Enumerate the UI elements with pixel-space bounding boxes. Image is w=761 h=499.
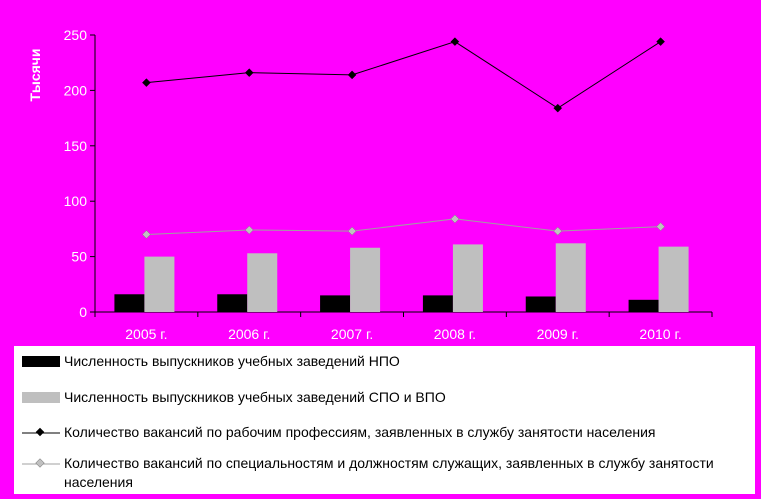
x-tick-label: 2008 г. — [434, 326, 476, 342]
y-tick-label: 0 — [79, 304, 87, 320]
bar-spo-vpo — [452, 244, 483, 312]
y-axis-label: Тысячи — [27, 48, 43, 101]
point-vacancies-employees — [347, 226, 357, 236]
lines — [142, 37, 665, 239]
legend-marker-vacancies-employees — [22, 457, 62, 471]
legend-label-npo: Численность выпускников учебных заведени… — [64, 353, 400, 369]
x-tick-label: 2007 г. — [331, 326, 373, 342]
legend-item-vacancies-employees: Количество вакансий по специальностям и … — [22, 454, 751, 492]
bar-npo — [320, 295, 351, 312]
bar-npo — [525, 296, 556, 312]
y-tick-label: 100 — [64, 193, 88, 209]
x-tick-label: 2009 г. — [537, 326, 579, 342]
point-vacancies-workers — [347, 70, 357, 80]
point-vacancies-employees — [553, 226, 563, 236]
bars — [114, 243, 689, 312]
y-tick-label: 250 — [64, 27, 88, 43]
point-vacancies-workers — [244, 68, 254, 78]
point-vacancies-employees — [244, 225, 254, 235]
line-vacancies-employees — [146, 218, 661, 235]
chart: 0 50 100 150 200 250 2005 г. 2006 г. 2007 г. 2008… — [27, 27, 713, 342]
point-vacancies-workers — [553, 103, 563, 113]
legend-item-spo-vpo: Численность выпускников учебных заведени… — [22, 388, 751, 407]
point-vacancies-employees — [142, 230, 151, 239]
y-tick-label: 200 — [64, 82, 88, 98]
x-tick-label: 2005 г. — [125, 326, 167, 342]
axes — [90, 34, 713, 317]
point-vacancies-workers — [142, 78, 151, 87]
bar-spo-vpo — [350, 247, 381, 312]
legend-item-vacancies-workers: Количество вакансий по рабочим профессия… — [22, 423, 751, 442]
legend-item-npo: Численность выпускников учебных заведени… — [22, 352, 751, 371]
bar-npo — [114, 294, 145, 312]
point-vacancies-workers — [450, 37, 460, 47]
bar-npo — [217, 294, 248, 312]
legend: Численность выпускников учебных заведени… — [14, 346, 755, 494]
bar-spo-vpo — [144, 256, 175, 312]
bar-spo-vpo — [555, 243, 586, 312]
y-tick-label: 50 — [71, 249, 87, 265]
legend-label-spo-vpo: Численность выпускников учебных заведени… — [64, 389, 446, 405]
tick-labels: 0 50 100 150 200 250 2005 г. 2006 г. 2007 г. 2008… — [64, 27, 682, 342]
x-tick-label: 2010 г. — [639, 326, 681, 342]
y-tick-label: 150 — [64, 138, 88, 154]
point-vacancies-employees — [656, 222, 665, 232]
bar-npo — [628, 299, 659, 312]
bar-npo — [422, 295, 453, 312]
legend-label-vacancies-workers: Количество вакансий по рабочим профессия… — [64, 424, 656, 440]
bar-spo-vpo — [658, 246, 689, 312]
bar-spo-vpo — [247, 253, 278, 312]
x-tick-label: 2006 г. — [228, 326, 270, 342]
line-vacancies-workers — [146, 41, 661, 109]
point-vacancies-employees — [450, 214, 460, 224]
legend-marker-vacancies-workers — [22, 426, 62, 440]
legend-label-vacancies-employees: Количество вакансий по специальностям и … — [64, 455, 714, 490]
legend-swatch-spo-vpo — [22, 391, 62, 405]
point-vacancies-workers — [656, 37, 665, 47]
legend-swatch-npo — [22, 355, 62, 369]
